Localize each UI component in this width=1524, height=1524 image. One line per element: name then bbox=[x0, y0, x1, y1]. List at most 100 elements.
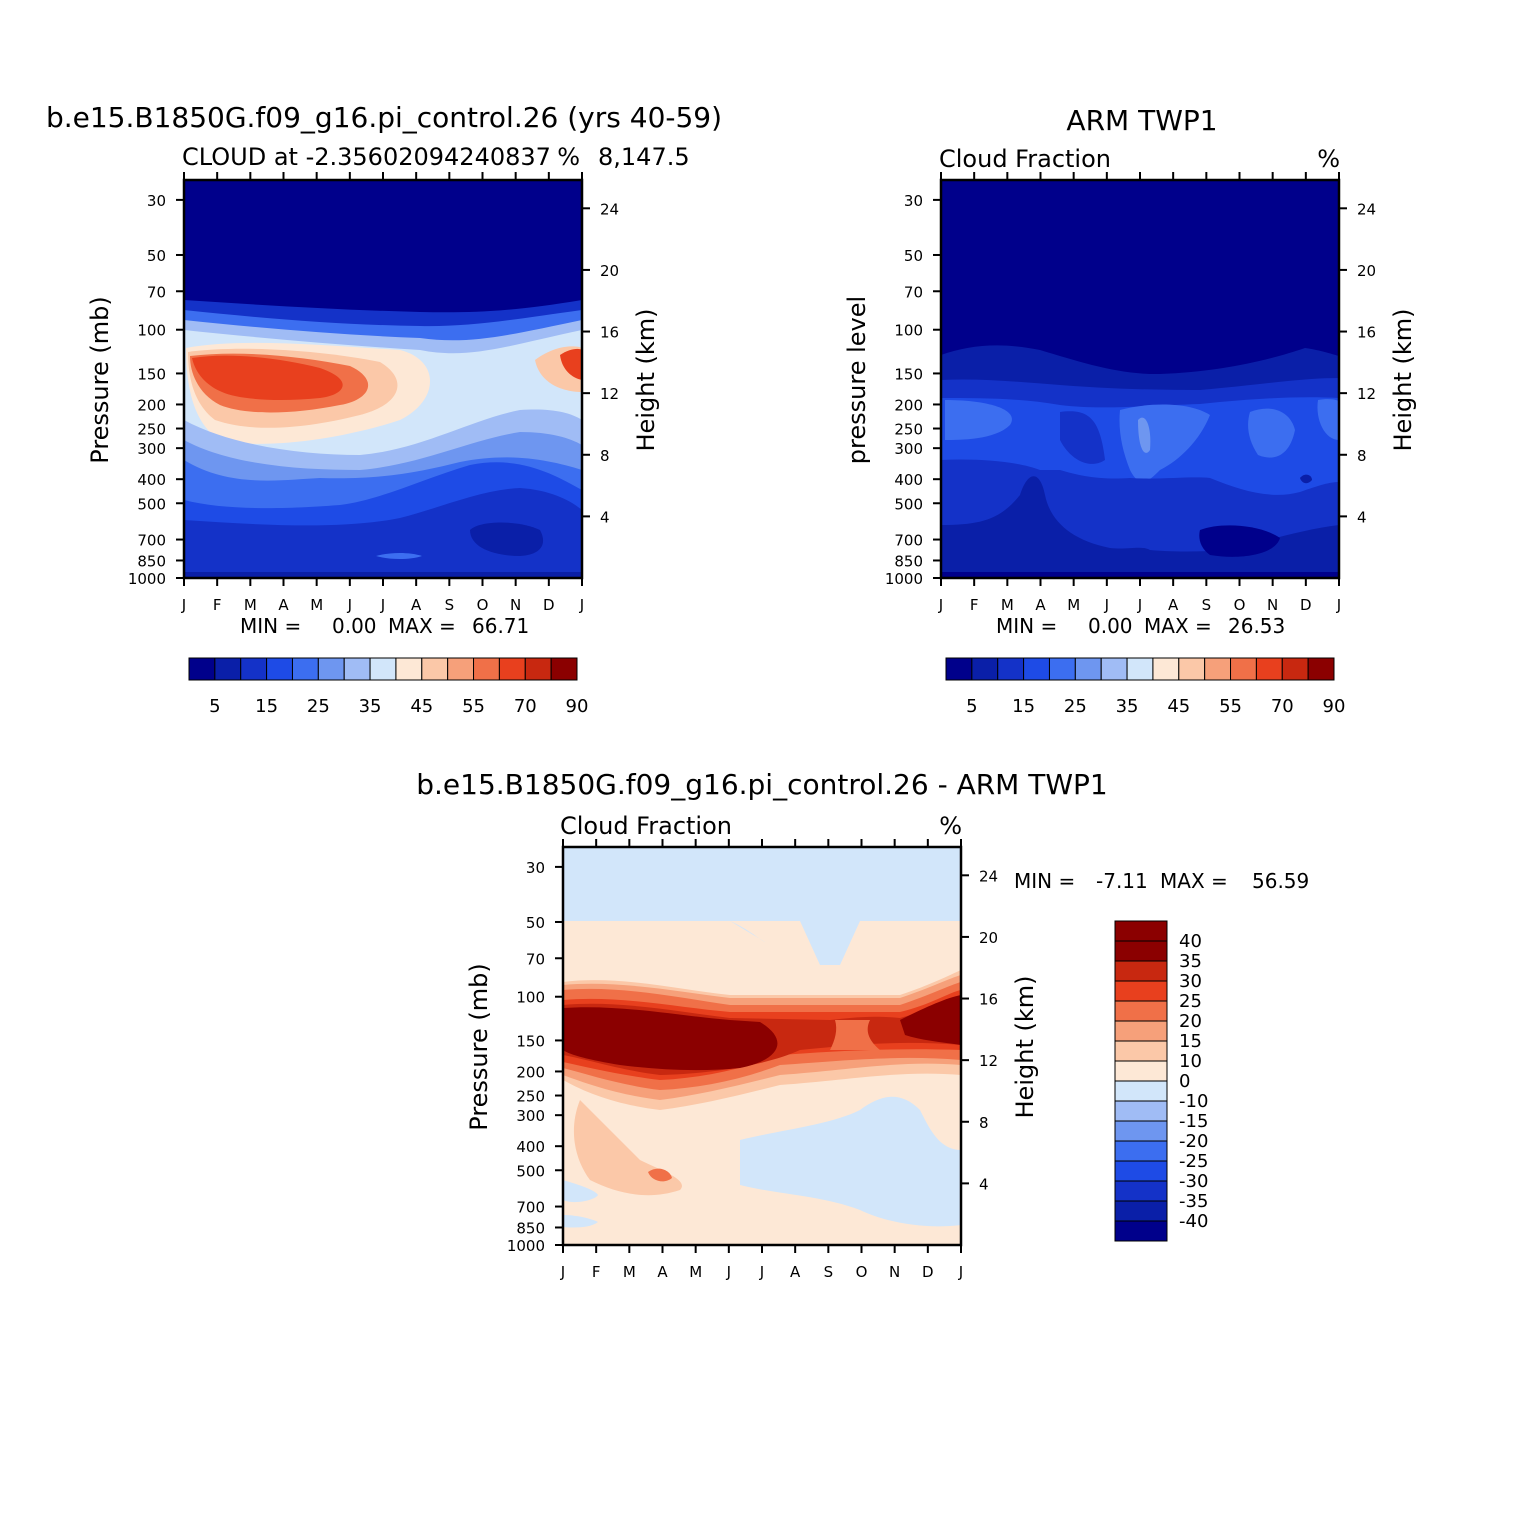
panel-diff-colorbar-swatch bbox=[1114, 960, 1168, 982]
panel-model-ytick-label: 100 bbox=[137, 322, 166, 340]
panel-model-ytick-label: 1000 bbox=[128, 570, 166, 588]
panel-diff-colorbar-label: -15 bbox=[1179, 1111, 1208, 1132]
panel-obs-colorbar-swatch bbox=[997, 657, 1025, 681]
panel-obs-colorbar-label: 15 bbox=[1012, 696, 1035, 717]
panel-model-y2tick-label: 8 bbox=[600, 447, 610, 465]
panel-obs-colorbar-swatch bbox=[1204, 657, 1232, 681]
panel-model-xtick-label: J bbox=[380, 596, 385, 614]
panel-model-colorbar-label: 45 bbox=[410, 696, 433, 717]
panel-obs-colorbar-label: 45 bbox=[1167, 696, 1190, 717]
panel-model-y2tick-label: 16 bbox=[600, 324, 619, 342]
panel-obs-ytick-label: 150 bbox=[894, 365, 923, 383]
panel-model-colorbar-swatch bbox=[421, 657, 449, 681]
panel-diff: b.e15.B1850G.f09_g16.pi_control.26 - ARM… bbox=[416, 768, 1309, 1281]
panel-diff-ytick-label: 150 bbox=[516, 1032, 545, 1050]
panel-model-contour bbox=[182, 178, 584, 580]
panel-obs-xtick-label: J bbox=[938, 596, 943, 614]
panel-obs-ylabel: pressure level bbox=[843, 296, 871, 464]
panel-diff-colorbar-swatch bbox=[1114, 920, 1168, 942]
panel-diff-xtick-label: J bbox=[958, 1263, 963, 1281]
panel-model-ytick-label: 700 bbox=[137, 532, 166, 550]
panel-obs-colorbar-swatch bbox=[1126, 657, 1154, 681]
panel-model-colorbar-swatch bbox=[291, 657, 319, 681]
panel-obs-xtick-label: A bbox=[1035, 596, 1046, 614]
panel-model-ytick-label: 850 bbox=[137, 552, 166, 570]
panel-diff-ytick-label: 70 bbox=[526, 950, 545, 968]
panel-obs-colorbar-swatch bbox=[1048, 657, 1076, 681]
panel-model-colorbar-swatch bbox=[473, 657, 500, 681]
panel-model-colorbar-label: 90 bbox=[566, 696, 589, 717]
panel-obs-ytick-label: 50 bbox=[904, 247, 923, 265]
panel-diff-colorbar-swatch bbox=[1114, 1000, 1168, 1022]
panel-obs-ytick-label: 200 bbox=[894, 396, 923, 414]
panel-model-colorbar-swatch bbox=[317, 657, 345, 681]
panel-model-y2tick-label: 12 bbox=[600, 385, 619, 403]
panel-obs-colorbar-swatch bbox=[1178, 657, 1206, 681]
panel-diff-ytick-label: 100 bbox=[516, 989, 545, 1007]
panel-diff-colorbar-swatch bbox=[1114, 1060, 1168, 1082]
panel-diff-ytick-label: 50 bbox=[526, 914, 545, 932]
panel-model-colorbar-label: 25 bbox=[307, 696, 330, 717]
panel-diff-colorbar-label: -25 bbox=[1179, 1151, 1208, 1172]
panel-obs-subtitle: Cloud Fraction bbox=[939, 145, 1111, 173]
panel-obs-colorbar-swatch bbox=[1307, 657, 1335, 681]
panel-obs-y2tick-label: 20 bbox=[1357, 262, 1376, 280]
panel-obs-xtick-label: S bbox=[1202, 596, 1212, 614]
panel-diff-max-value: 56.59 bbox=[1252, 869, 1309, 893]
panel-model: b.e15.B1850G.f09_g16.pi_control.26 (yrs … bbox=[46, 101, 722, 717]
panel-diff-colorbar-label: 0 bbox=[1179, 1071, 1190, 1092]
panel-obs-xtick-label: J bbox=[1104, 596, 1109, 614]
panel-obs-ytick-label: 70 bbox=[904, 283, 923, 301]
panel-obs-xtick-label: J bbox=[1336, 596, 1341, 614]
panel-obs-ytick-label: 1000 bbox=[885, 570, 923, 588]
panel-model-xtick-label: D bbox=[543, 596, 555, 614]
panel-diff-y2tick-label: 12 bbox=[979, 1052, 998, 1070]
panel-model-subtitle: CLOUD at -2.35602094240837 bbox=[182, 143, 551, 171]
panel-obs-ytick-label: 500 bbox=[894, 495, 923, 513]
panel-model-ytick-label: 300 bbox=[137, 440, 166, 458]
panel-model-ytick-label: 250 bbox=[137, 421, 166, 439]
panel-diff-y2tick-label: 8 bbox=[979, 1114, 989, 1132]
panel-diff-colorbar-swatch bbox=[1114, 1120, 1168, 1142]
panel-obs-colorbar: 5 15 25 35 45 55 70 90 bbox=[945, 657, 1345, 717]
panel-diff-ytick-label: 400 bbox=[516, 1138, 545, 1156]
panel-diff-ytick-label: 850 bbox=[516, 1219, 545, 1237]
panel-model-colorbar-swatch bbox=[240, 657, 268, 681]
panel-diff-ytick-label: 1000 bbox=[507, 1237, 545, 1255]
panel-diff-colorbar-swatch bbox=[1114, 1100, 1168, 1122]
panel-diff-xtick-label: J bbox=[759, 1263, 764, 1281]
panel-obs-y2tick-label: 12 bbox=[1357, 385, 1376, 403]
panel-diff-colorbar-label: -10 bbox=[1179, 1091, 1208, 1112]
panel-obs-colorbar-label: 55 bbox=[1219, 696, 1242, 717]
panel-diff-min-label: MIN = bbox=[1014, 869, 1075, 893]
panel-diff-ytick-label: 300 bbox=[516, 1107, 545, 1125]
panel-model-min-label: MIN = bbox=[240, 614, 301, 638]
panel-diff-colorbar-label: 35 bbox=[1179, 951, 1202, 972]
panel-obs-xtick-label: D bbox=[1300, 596, 1312, 614]
panel-diff-min-value: -7.11 bbox=[1096, 869, 1148, 893]
panel-obs-colorbar-swatch bbox=[1281, 657, 1309, 681]
panel-diff-xtick-label: A bbox=[657, 1263, 668, 1281]
panel-obs-y2tick-label: 8 bbox=[1357, 447, 1367, 465]
panel-diff-colorbar-swatch bbox=[1114, 1200, 1168, 1222]
panel-obs-ytick-label: 30 bbox=[904, 192, 923, 210]
panel-obs-colorbar-swatch bbox=[1100, 657, 1128, 681]
panel-diff-ytick-label: 30 bbox=[526, 859, 545, 877]
panel-diff-colorbar-swatch bbox=[1114, 1180, 1168, 1202]
panel-diff-y2tick-label: 20 bbox=[979, 929, 998, 947]
panel-diff-xtick-label: O bbox=[856, 1263, 868, 1281]
panel-obs-y2tick-label: 4 bbox=[1357, 508, 1367, 526]
panel-model-xtick-label: J bbox=[579, 596, 584, 614]
panel-diff-xtick-label: N bbox=[889, 1263, 900, 1281]
panel-obs-unit: % bbox=[1317, 145, 1340, 173]
panel-diff-colorbar-label: 10 bbox=[1179, 1051, 1202, 1072]
panel-model-colorbar-label: 5 bbox=[209, 696, 220, 717]
panel-obs-y2tick-label: 16 bbox=[1357, 324, 1376, 342]
panel-diff-colorbar-swatch bbox=[1114, 980, 1168, 1002]
panel-model-min-value: 0.00 bbox=[332, 614, 377, 638]
panel-diff-colorbar-swatch bbox=[1114, 1160, 1168, 1182]
panel-diff-colorbar-swatch bbox=[1114, 1020, 1168, 1042]
panel-obs-colorbar-label: 35 bbox=[1116, 696, 1139, 717]
panel-model-y2tick-label: 4 bbox=[600, 508, 610, 526]
